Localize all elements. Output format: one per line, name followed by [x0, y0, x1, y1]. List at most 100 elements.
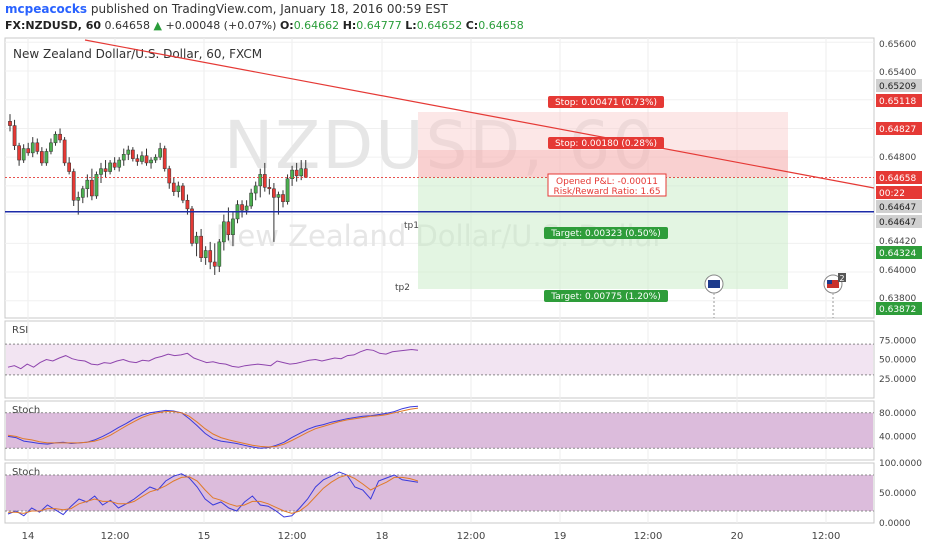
open-label: O:	[279, 19, 294, 32]
candle-body	[126, 149, 131, 155]
candle-body	[199, 235, 203, 258]
indicator-y-tick: 50.0000	[879, 489, 916, 499]
candle-body	[226, 221, 231, 235]
last-price: 0.64658	[104, 19, 151, 32]
candle-body	[185, 200, 190, 210]
candle-body	[35, 142, 40, 152]
stop2-label-box	[548, 137, 664, 149]
y-tick-label: 0.64420	[879, 237, 916, 247]
y-tick-label: 0.64647	[879, 203, 916, 213]
nz-flag-field	[708, 280, 720, 288]
candle-body	[194, 235, 199, 244]
indicator-y-tick: 75.0000	[879, 336, 916, 346]
candle-body	[99, 168, 103, 175]
x-tick-label: 12:00	[634, 531, 663, 542]
candle-body	[112, 162, 117, 168]
x-tick-label: 12:00	[278, 531, 307, 542]
price-label-box	[876, 79, 922, 92]
candle-body	[303, 168, 308, 178]
candle-body	[281, 194, 285, 202]
change-arrow-icon: ▲	[153, 19, 162, 32]
candle-body	[117, 159, 122, 168]
symbol-label[interactable]: FX:NZDUSD, 60	[5, 19, 102, 32]
candle-body	[249, 192, 254, 207]
price-label-box	[876, 94, 922, 107]
candle-body	[94, 174, 99, 197]
candle-body	[108, 162, 112, 172]
indicator-band	[6, 475, 873, 511]
candle-body	[149, 159, 153, 164]
indicator-name: RSI	[12, 325, 28, 336]
y-tick-label: 0.65600	[879, 40, 916, 50]
candle-body	[30, 142, 35, 154]
candle-body	[53, 133, 58, 144]
candle-body	[12, 125, 17, 146]
candle-body	[44, 151, 49, 164]
candle-body	[208, 250, 213, 263]
close-value: 0.64658	[478, 19, 524, 32]
candle-body	[135, 158, 140, 162]
candle-body	[21, 148, 26, 161]
candle-body	[80, 188, 85, 198]
candle-body	[158, 148, 163, 158]
x-tick-label: 12:00	[101, 531, 130, 542]
us-flag-field	[827, 280, 839, 288]
candle-body	[67, 162, 72, 172]
candle-body	[121, 154, 126, 161]
candle-body	[217, 241, 222, 267]
x-tick-label: 12:00	[812, 531, 841, 542]
indicator-y-tick: 100.0000	[879, 459, 922, 469]
price-label-box	[876, 171, 922, 184]
publisher-username[interactable]: mcpeacocks	[5, 2, 88, 16]
indicator-y-tick: 40.0000	[879, 432, 916, 442]
candle-body	[290, 169, 294, 179]
candle-body	[144, 155, 149, 164]
publisher-line: mcpeacocks published on TradingView.com,…	[5, 2, 448, 16]
chart-canvas[interactable]: 14 12:00 15 12:00 18 12:00 19 12:00 20 12:00NZDUS…	[0, 36, 932, 550]
candle-body	[131, 149, 135, 159]
indicator-y-tick: 25.0000	[879, 375, 916, 385]
candle-body	[26, 148, 31, 154]
tp2-label: tp2	[395, 283, 410, 293]
candle-body	[231, 218, 235, 235]
price-label-box	[876, 215, 922, 228]
stop2-label: Stop: 0.00180 (0.28%)	[555, 139, 657, 149]
candle-body	[253, 185, 258, 194]
indicator-name: Stoch	[12, 405, 40, 416]
y-tick-label: 0.64800	[879, 153, 916, 163]
x-tick-label: 14	[22, 531, 35, 542]
price-label-box	[876, 186, 922, 199]
y-tick-label: 0.64000	[879, 266, 916, 276]
candle-body	[262, 174, 267, 188]
candle-body	[62, 139, 67, 164]
candle-body	[222, 221, 226, 243]
y-tick-label: 0.64658	[879, 174, 916, 184]
low-value: 0.64652	[416, 19, 463, 32]
candle-body	[167, 168, 172, 184]
chart-header: mcpeacocks published on TradingView.com,…	[0, 0, 932, 36]
x-tick-label: 18	[376, 531, 389, 542]
us-flag-canton	[827, 280, 832, 284]
y-tick-label: 0.63872	[879, 305, 916, 315]
price-label-box	[876, 302, 922, 315]
indicator-band	[6, 344, 873, 375]
x-tick-label: 15	[198, 531, 211, 542]
candle-body	[103, 168, 108, 172]
candle-body	[171, 182, 176, 192]
candle-body	[203, 250, 208, 258]
y-tick-label: 0.65400	[879, 68, 916, 78]
candle-body	[190, 208, 194, 244]
candle-body	[258, 174, 263, 187]
target1-label: Target: 0.00323 (0.50%)	[550, 229, 660, 239]
pnl-label: Opened P&L: -0.00011	[556, 177, 658, 187]
chart-title: New Zealand Dollar/U.S. Dollar, 60, FXCM	[13, 47, 262, 61]
candle-body	[244, 205, 249, 211]
price-label-box	[876, 246, 922, 259]
close-label: C:	[465, 19, 479, 32]
y-tick-label: 0.63800	[879, 294, 916, 304]
candle-body	[176, 185, 181, 192]
indicator-y-tick: 50.0000	[879, 356, 916, 366]
high-label: H:	[342, 19, 357, 32]
price-label-box	[876, 200, 922, 213]
x-tick-label: 20	[731, 531, 744, 542]
